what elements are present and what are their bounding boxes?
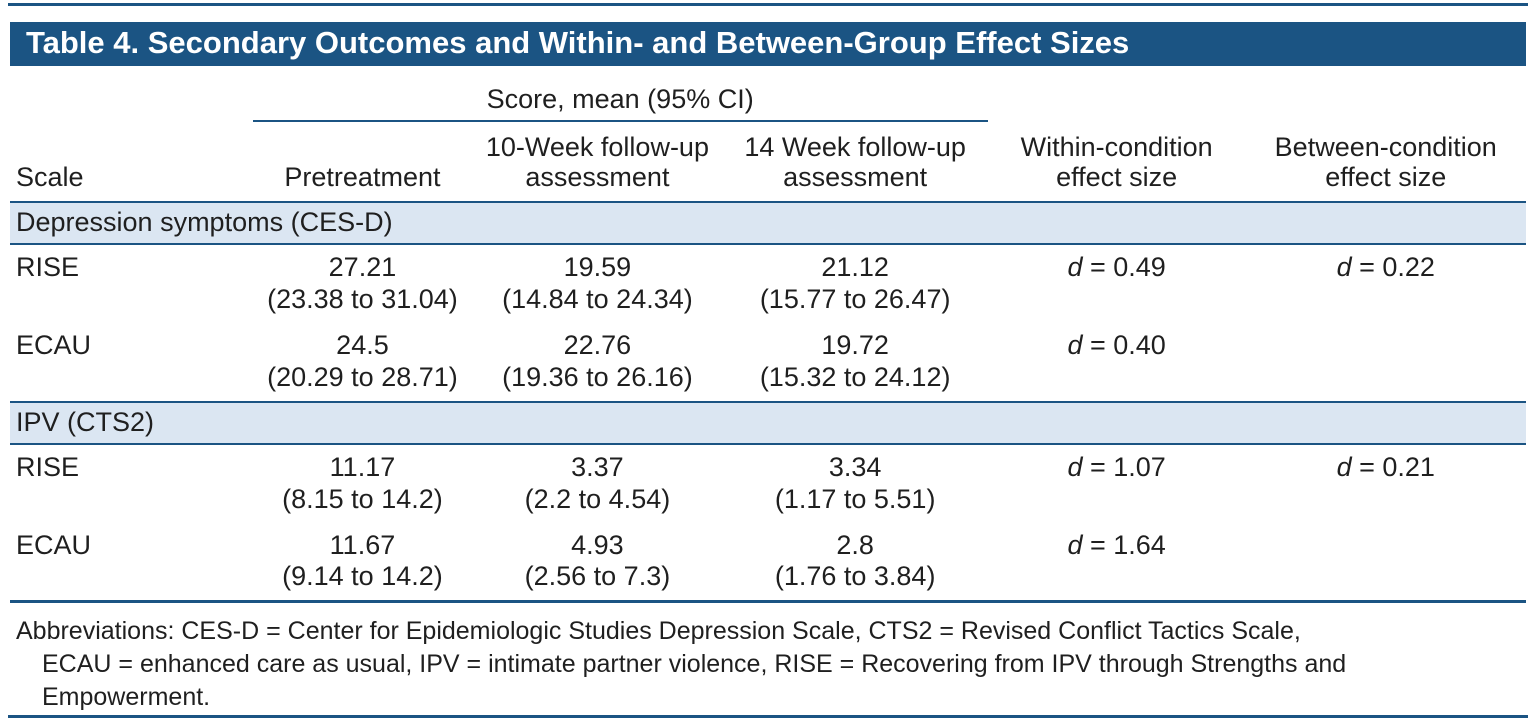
section-row-ipv: IPV (CTS2)	[10, 400, 1526, 445]
mean-value: 3.37	[571, 451, 624, 482]
cell-pretreatment: 11.17 (8.15 to 14.2)	[253, 444, 473, 523]
table-row: ECAU 11.67 (9.14 to 14.2) 4.93 (2.56 to …	[10, 522, 1526, 604]
ci-value: (1.76 to 3.84)	[774, 561, 936, 592]
cell-scale: RISE	[16, 252, 80, 283]
cell-within-effect: d = 1.07	[988, 444, 1246, 523]
effect-value: = 0.21	[1351, 451, 1435, 482]
abbreviations-footnote: Abbreviations: CES-D = Center for Epidem…	[10, 615, 1526, 714]
ci-value: (23.38 to 31.04)	[267, 284, 458, 315]
column-header-row: Scale Pretreatment 10-Week follow-up ass…	[10, 121, 1526, 204]
ci-value: (8.15 to 14.2)	[282, 483, 443, 514]
effect-d-symbol: d	[1336, 252, 1352, 283]
effect-value: = 1.64	[1082, 529, 1166, 560]
effect-value: = 1.07	[1082, 451, 1166, 482]
cell-within-effect: d = 0.40	[988, 323, 1246, 402]
cell-scale: ECAU	[16, 330, 92, 361]
bottom-border-line	[8, 715, 1528, 718]
mean-value: 27.21	[328, 252, 397, 283]
cell-within-effect: d = 1.64	[987, 522, 1246, 604]
section-row-depression: Depression symptoms (CES-D)	[10, 201, 1526, 246]
effect-d-symbol: d	[1067, 529, 1083, 560]
cell-week14: 19.72 (15.32 to 24.12)	[722, 323, 987, 402]
cell-between-effect	[1245, 522, 1526, 604]
ci-value: (19.36 to 26.16)	[502, 362, 693, 393]
mean-value: 19.59	[563, 252, 632, 283]
table-row: RISE 27.21 (23.38 to 31.04) 19.59 (14.84…	[10, 244, 1526, 323]
cell-between-effect	[1246, 323, 1527, 402]
empty-cell	[988, 72, 1246, 121]
mean-value: 21.12	[821, 252, 889, 283]
cell-week10: 4.93 (2.56 to 7.3)	[472, 522, 723, 604]
column-header-scale: Scale	[10, 121, 253, 204]
section-label: IPV (CTS2)	[10, 400, 1526, 445]
table-title-bar: Table 4. Secondary Outcomes and Within- …	[10, 22, 1526, 66]
cell-within-effect: d = 0.49	[988, 244, 1246, 323]
mean-value: 19.72	[821, 330, 889, 361]
column-header-pretreatment: Pretreatment	[252, 121, 473, 204]
cell-week14: 21.12 (15.77 to 26.47)	[722, 244, 987, 323]
footnote-line: ECAU = enhanced care as usual, IPV = int…	[42, 650, 1347, 679]
cell-between-effect: d = 0.22	[1246, 244, 1527, 323]
footnote-line: Empowerment.	[42, 683, 211, 712]
effect-value: = 0.49	[1082, 252, 1166, 283]
cell-week14: 3.34 (1.17 to 5.51)	[722, 444, 987, 523]
column-header-week10: 10-Week follow-up assessment	[472, 121, 723, 204]
cell-pretreatment: 27.21 (23.38 to 31.04)	[253, 244, 473, 323]
ci-value: (20.29 to 28.71)	[267, 362, 458, 393]
table-title: Table 4. Secondary Outcomes and Within- …	[26, 24, 1130, 60]
ci-value: (2.56 to 7.3)	[524, 561, 671, 592]
effect-d-symbol: d	[1067, 252, 1083, 283]
effect-d-symbol: d	[1067, 451, 1083, 482]
ci-value: (14.84 to 24.34)	[502, 284, 693, 315]
mean-value: 2.8	[836, 529, 874, 560]
cell-pretreatment: 11.67 (9.14 to 14.2)	[252, 522, 473, 604]
cell-pretreatment: 24.5 (20.29 to 28.71)	[253, 323, 473, 402]
mean-value: 4.93	[571, 529, 624, 560]
mean-value: 3.34	[828, 451, 882, 482]
effect-d-symbol: d	[1067, 330, 1083, 361]
cell-week10: 3.37 (2.2 to 4.54)	[472, 444, 722, 523]
cell-week10: 19.59 (14.84 to 24.34)	[472, 244, 722, 323]
outcomes-table: Score, mean (95% CI) Scale Pretreatment …	[10, 72, 1527, 604]
mean-value: 22.76	[563, 330, 632, 361]
ci-value: (9.14 to 14.2)	[282, 561, 443, 592]
cell-between-effect: d = 0.21	[1246, 444, 1527, 523]
mean-value: 24.5	[336, 330, 389, 361]
table-row: ECAU 24.5 (20.29 to 28.71) 22.76 (19.36 …	[10, 323, 1526, 402]
section-label: Depression symptoms (CES-D)	[10, 201, 1526, 246]
mean-value: 11.17	[329, 451, 396, 482]
effect-value: = 0.40	[1082, 330, 1166, 361]
ci-value: (15.77 to 26.47)	[759, 284, 951, 315]
cell-week10: 22.76 (19.36 to 26.16)	[472, 323, 722, 402]
effect-d-symbol: d	[1336, 451, 1352, 482]
effect-value: = 0.22	[1351, 252, 1435, 283]
empty-cell	[10, 72, 253, 121]
cell-scale: ECAU	[10, 522, 253, 604]
column-header-between-effect: Between-condition effect size	[1245, 121, 1526, 204]
column-header-within-effect: Within-condition effect size	[987, 121, 1246, 204]
score-span-row: Score, mean (95% CI)	[10, 72, 1527, 122]
footnote-line: Abbreviations: CES-D = Center for Epidem…	[16, 617, 1301, 646]
mean-value: 11.67	[329, 529, 396, 560]
cell-scale: RISE	[16, 451, 80, 482]
column-header-week14: 14 Week follow-up assessment	[722, 121, 988, 204]
ci-value: (15.32 to 24.12)	[759, 362, 951, 393]
top-border-line	[8, 3, 1528, 6]
cell-week14: 2.8 (1.76 to 3.84)	[722, 522, 988, 604]
score-span-header: Score, mean (95% CI)	[252, 72, 988, 122]
ci-value: (2.2 to 4.54)	[524, 483, 671, 514]
ci-value: (1.17 to 5.51)	[774, 483, 936, 514]
table-row: RISE 11.17 (8.15 to 14.2) 3.37 (2.2 to 4…	[10, 444, 1526, 523]
empty-cell	[1246, 72, 1527, 121]
